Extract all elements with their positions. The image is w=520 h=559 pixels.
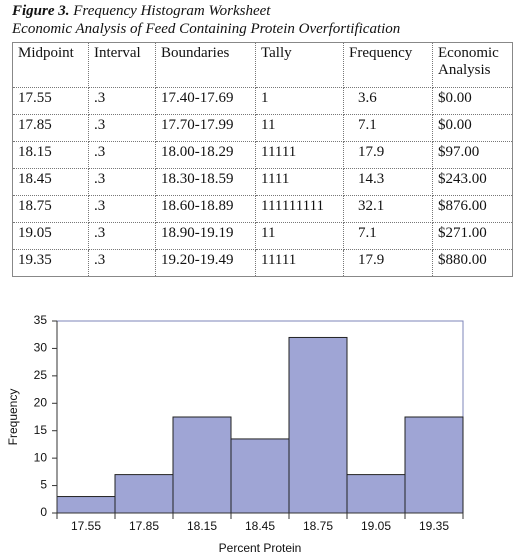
table-cell: 32.1 [343, 195, 433, 223]
table-cell: $97.00 [432, 141, 513, 169]
table-cell: $876.00 [432, 195, 513, 223]
subtitle: Economic Analysis of Feed Containing Pro… [12, 21, 401, 37]
y-tick-label: 20 [34, 395, 48, 409]
table-cell: 18.75 [12, 195, 89, 223]
x-tick-label: 18.15 [187, 519, 217, 533]
table-cell: 11 [255, 222, 344, 250]
table-cell: 17.55 [12, 87, 89, 115]
x-tick-label: 18.45 [245, 519, 275, 533]
table-cell: .3 [88, 114, 156, 142]
y-tick-label: 15 [34, 423, 48, 437]
table-cell: 18.90-19.19 [155, 222, 256, 250]
y-tick-label: 25 [34, 368, 48, 382]
x-tick-label: 19.35 [419, 519, 449, 533]
table-cell: .3 [88, 222, 156, 250]
figure-label: Figure 3. [12, 3, 70, 19]
table-cell: 17.70-17.99 [155, 114, 256, 142]
table-cell: 17.40-17.69 [155, 87, 256, 115]
y-tick-label: 10 [34, 450, 48, 464]
x-tick-label: 17.85 [129, 519, 159, 533]
y-tick-label: 0 [40, 505, 47, 519]
table-row: 17.85.3 17.70-17.99 11 7.1 $0.00 [12, 114, 513, 142]
column-header: Interval [88, 42, 156, 88]
table-body: 17.55.3 17.40-17.69 1 3.6 $0.00 17.85.3 17.70-… [12, 87, 513, 277]
table-cell: 17.9 [343, 141, 433, 169]
table-cell: 19.05 [12, 222, 89, 250]
column-header: Tally [255, 42, 344, 88]
header: Figure 3. Frequency Histogram Worksheet … [12, 2, 400, 38]
table-cell: 17.85 [12, 114, 89, 142]
table-cell: .3 [88, 168, 156, 196]
table-cell: 111111111 [255, 195, 344, 223]
table-cell: 7.1 [343, 222, 433, 250]
table-row: 19.35.3 19.20-19.49 11111 17.9 $880.00 [12, 249, 513, 277]
column-header: Economic Analysis [432, 42, 513, 88]
table-cell: 17.9 [343, 249, 433, 277]
table-cell: 11 [255, 114, 344, 142]
table-cell: 18.60-18.89 [155, 195, 256, 223]
table-cell: 19.20-19.49 [155, 249, 256, 277]
y-tick-label: 35 [34, 313, 48, 327]
table-cell: $0.00 [432, 87, 513, 115]
table-cell: $271.00 [432, 222, 513, 250]
table-row: 18.45.3 18.30-18.59 1111 14.3 $243.00 [12, 168, 513, 196]
bar [230, 438, 290, 514]
worksheet-table: Midpoint Interval Boundaries Tally Frequency… [12, 42, 513, 277]
table-cell: 11111 [255, 249, 344, 277]
table-cell: 14.3 [343, 168, 433, 196]
title: Frequency Histogram Worksheet [73, 3, 271, 19]
x-axis-label: Percent Protein [219, 541, 302, 555]
bar [288, 336, 348, 514]
bar [114, 474, 174, 514]
table-cell: $880.00 [432, 249, 513, 277]
bar [56, 496, 116, 514]
header-row: Midpoint Interval Boundaries Tally Frequency… [12, 42, 513, 88]
table-cell: 7.1 [343, 114, 433, 142]
x-tick-label: 17.55 [71, 519, 101, 533]
bar [346, 474, 406, 514]
title-line: Figure 3. Frequency Histogram Worksheet [12, 2, 400, 20]
table-cell: 18.00-18.29 [155, 141, 256, 169]
table-row: 17.55.3 17.40-17.69 1 3.6 $0.00 [12, 87, 513, 115]
table-cell: .3 [88, 195, 156, 223]
table-cell: .3 [88, 87, 156, 115]
table-row: 19.05.3 18.90-19.19 11 7.1 $271.00 [12, 222, 513, 250]
y-tick-label: 5 [40, 478, 47, 492]
table-row: 18.75.3 18.60-18.89 111111111 32.1 $876.00 [12, 195, 513, 223]
chart: Percent Protein Frequency 0 5 10 15 20 25 30 35… [6, 313, 464, 555]
column-header: Midpoint [12, 42, 89, 88]
table-cell: 18.15 [12, 141, 89, 169]
y-tick-label: 30 [34, 341, 48, 355]
table-cell: .3 [88, 249, 156, 277]
table-cell: 11111 [255, 141, 344, 169]
bar [404, 416, 464, 514]
table-cell: 1 [255, 87, 344, 115]
y-axis-label: Frequency [6, 389, 20, 446]
table-cell: 3.6 [343, 87, 433, 115]
x-tick-label: 19.05 [361, 519, 391, 533]
x-tick-label: 18.75 [303, 519, 333, 533]
table-cell: $243.00 [432, 168, 513, 196]
table-cell: 18.45 [12, 168, 89, 196]
table-cell: 1111 [255, 168, 344, 196]
column-header: Frequency [343, 42, 433, 88]
table-cell: .3 [88, 141, 156, 169]
table-cell: $0.00 [432, 114, 513, 142]
bar [172, 416, 232, 514]
table-cell: 19.35 [12, 249, 89, 277]
table-cell: 18.30-18.59 [155, 168, 256, 196]
column-header: Boundaries [155, 42, 256, 88]
table-row: 18.15.3 18.00-18.29 11111 17.9 $97.00 [12, 141, 513, 169]
